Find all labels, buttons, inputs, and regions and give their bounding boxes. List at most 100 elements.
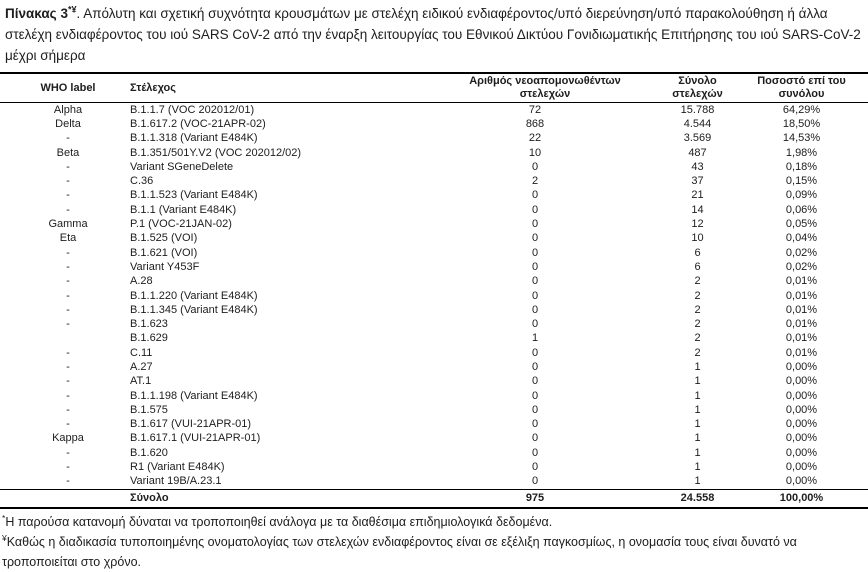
cell-spacer: [0, 403, 18, 417]
table-body: Alpha B.1.1.7 (VOC 202012/01) 72 15.788 64,2…: [0, 103, 868, 508]
cell-percent: 64,29%: [782, 103, 821, 116]
cell-new-isolates: 0: [531, 432, 539, 445]
cell-who-label: -: [66, 246, 70, 259]
cell-total-strains-total: 24.558: [640, 489, 755, 508]
cell-total-strains: 1: [694, 461, 701, 474]
cell-strain: P.1 (VOC-21JAN-02): [130, 218, 232, 231]
cell-total-strains: 1: [694, 360, 701, 373]
table-row: - B.1.620 0 1 0,00%: [0, 446, 868, 460]
cell-percent: 0,00%: [785, 360, 818, 373]
cell-percent: 0,00%: [785, 375, 818, 388]
cell-new-isolates: 0: [531, 303, 539, 316]
caption-footnote-markers: *¥: [67, 4, 77, 15]
cell-who-label: -: [66, 189, 70, 202]
cell-spacer: [0, 260, 18, 274]
cell-spacer: [0, 332, 18, 346]
cell-percent: 0,01%: [785, 275, 818, 288]
footnote-2-text: Καθώς η διαδικασία τυποποιημένης ονοματο…: [2, 534, 797, 569]
cell-strain: B.1.617.1 (VUI-21APR-01): [130, 432, 261, 445]
cell-new-isolates: 0: [531, 189, 539, 202]
footnote-1-marker: *: [2, 512, 6, 523]
cell-spacer: [0, 203, 18, 217]
cell-who-label: -: [66, 475, 70, 488]
cell-spacer: [0, 360, 18, 374]
cell-percent: 0,00%: [785, 432, 818, 445]
header-who-label: WHO label: [18, 73, 118, 103]
cell-new-isolates: 0: [531, 375, 539, 388]
table-row: - C.36 2 37 0,15%: [0, 174, 868, 188]
cell-total-strains: 2: [694, 332, 701, 345]
cell-percent: 0,01%: [785, 346, 818, 359]
cell-percent: 0,04%: [785, 232, 818, 245]
footnote-1-text: Η παρούσα κατανομή δύναται να τροποποιηθ…: [5, 514, 553, 529]
cell-who-label: -: [66, 203, 70, 216]
cell-total-strains: 1: [694, 432, 701, 445]
cell-strain: A.28: [130, 275, 153, 288]
cell-strain: Variant 19B/A.23.1: [130, 475, 222, 488]
table-row: Delta B.1.617.2 (VOC-21APR-02) 868 4.544 18,…: [0, 117, 868, 131]
cell-spacer: [0, 389, 18, 403]
cell-percent: 18,50%: [782, 117, 821, 130]
cell-total-strains: 487: [688, 146, 707, 159]
cell-percent: 0,02%: [785, 246, 818, 259]
table-row: - B.1.1 (Variant E484K) 0 14 0,06%: [0, 203, 868, 217]
cell-strain: R1 (Variant E484K): [130, 461, 225, 474]
cell-total-strains: 14: [691, 203, 704, 216]
cell-total-strains: 1: [694, 475, 701, 488]
header-total-strains: Σύνολο στελεχών: [640, 73, 755, 103]
cell-percent: 0,18%: [785, 160, 818, 173]
cell-new-isolates: 22: [528, 132, 542, 145]
cell-strain: B.1.1.318 (Variant E484K): [130, 132, 258, 145]
cell-strain: B.1.1.345 (Variant E484K): [130, 303, 258, 316]
cell-spacer: [0, 475, 18, 490]
cell-percent: 0,01%: [785, 332, 818, 345]
cell-strain: AT.1: [130, 375, 152, 388]
table-caption: Πίνακας 3*¥. Απόλυτη και σχετική συχνότη…: [5, 3, 864, 66]
cell-total-strains: 15.788: [680, 103, 715, 116]
cell-percent: 0,00%: [785, 446, 818, 459]
cell-total-strains: 3.569: [683, 132, 712, 145]
cell-total-strains: 2: [694, 346, 701, 359]
cell-strain: B.1.1.198 (Variant E484K): [130, 389, 258, 402]
cell-who-label: Eta: [59, 232, 77, 245]
cell-total-strains: 1: [694, 375, 701, 388]
cell-who-label: -: [66, 461, 70, 474]
cell-new-isolates: 0: [531, 289, 539, 302]
cell-spacer: [0, 160, 18, 174]
cell-who-label: -: [66, 418, 70, 431]
cell-spacer: [0, 246, 18, 260]
cell-spacer: [0, 489, 18, 508]
cell-new-isolates: 868: [525, 117, 545, 130]
cell-new-isolates: 0: [531, 160, 539, 173]
cell-who-label: [18, 332, 118, 346]
cell-who-label: -: [66, 360, 70, 373]
cell-new-isolates: 0: [531, 418, 539, 431]
table-row: - A.27 0 1 0,00%: [0, 360, 868, 374]
cell-new-isolates: 0: [531, 218, 539, 231]
cell-total-strains: 2: [694, 318, 701, 331]
table-row: - B.1.575 0 1 0,00%: [0, 403, 868, 417]
cell-who-label: Alpha: [53, 103, 83, 116]
cell-new-isolates: 0: [531, 203, 539, 216]
cell-spacer: [0, 146, 18, 160]
cell-strain: B.1.617.2 (VOC-21APR-02): [130, 117, 266, 130]
cell-percent: 0,01%: [785, 303, 818, 316]
footnote-2-marker: ¥: [2, 532, 7, 543]
cell-strain: B.1.1.7 (VOC 202012/01): [130, 103, 255, 116]
cell-percent: 0,00%: [785, 461, 818, 474]
table-row: Beta B.1.351/501Y.V2 (VOC 202012/02) 10 487…: [0, 146, 868, 160]
cell-total-strains: 2: [694, 275, 701, 288]
cell-percent: 0,02%: [785, 260, 818, 273]
footnotes: *Η παρούσα κατανομή δύναται να τροποποιη…: [2, 512, 864, 572]
table-header-row: WHO label Στέλεχος Αριθμός νεοαπομονωθέν…: [0, 73, 868, 103]
cell-spacer: [0, 189, 18, 203]
footnote-1: *Η παρούσα κατανομή δύναται να τροποποιη…: [2, 512, 864, 532]
cell-total-strains: 6: [694, 246, 701, 259]
cell-new-isolates: 0: [531, 446, 539, 459]
table-row: - Variant Y453F 0 6 0,02%: [0, 260, 868, 274]
cell-total-strains: 2: [694, 303, 701, 316]
cell-spacer: [0, 346, 18, 360]
table-row: - B.1.1.345 (Variant E484K) 0 2 0,01%: [0, 303, 868, 317]
cell-who-label: -: [66, 175, 70, 188]
cell-percent: 0,00%: [785, 389, 818, 402]
